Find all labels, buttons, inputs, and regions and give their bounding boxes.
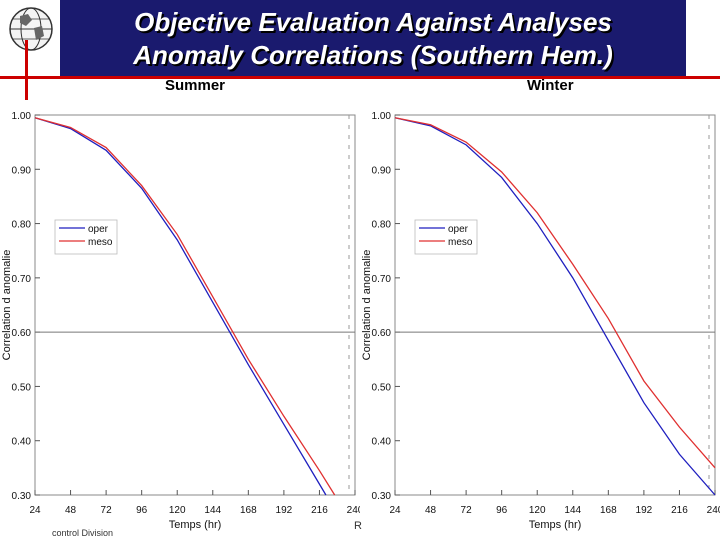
globe-logo-icon: [9, 7, 53, 51]
legend-label-oper: oper: [88, 224, 109, 235]
y-axis-label: Correlation d anomalie: [361, 250, 373, 361]
x-tick-label: 72: [461, 505, 473, 516]
series-line-meso: [394, 117, 716, 469]
x-tick-label: 144: [564, 505, 581, 516]
chart-summer: 0.30 0.40 0.50 0.60 0.70 0.80 0.90 1.00 24 48 72 96…: [1, 111, 360, 531]
y-tick-label: 0.40: [372, 437, 392, 448]
footer-division-text: control Division: [52, 528, 114, 538]
plot-area: [34, 114, 356, 496]
y-tick-label: 0.70: [12, 274, 32, 285]
series-line-oper: [394, 117, 716, 496]
y-tick-label: 0.80: [12, 220, 32, 231]
accent-rule-vertical: [25, 40, 28, 100]
y-tick-label: 1.00: [12, 111, 32, 122]
accent-rule: [0, 76, 720, 79]
x-tick-label: 120: [169, 505, 186, 516]
x-tick-label: 48: [65, 505, 77, 516]
y-tick-label: 0.40: [12, 437, 32, 448]
title-line-1: Objective Evaluation Against Analyses: [134, 7, 612, 37]
y-tick-label: 0.70: [372, 274, 392, 285]
legend-box: [54, 219, 118, 255]
title-line-2: Anomaly Correlations (Southern Hem.): [133, 40, 613, 70]
x-tick-label: 168: [600, 505, 617, 516]
x-tick-label: 72: [101, 505, 113, 516]
legend-label-meso: meso: [448, 237, 473, 248]
legend-label-oper: oper: [448, 224, 469, 235]
y-tick-label: 0.60: [12, 328, 32, 339]
legend-label-meso: meso: [88, 237, 113, 248]
panel-label-summer: Summer: [165, 77, 226, 94]
series-line-meso: [34, 117, 336, 496]
x-tick-label: 120: [529, 505, 546, 516]
y-tick-label: 0.50: [372, 382, 392, 393]
x-axis-label: Temps (hr): [529, 519, 582, 531]
y-tick-label: 0.60: [372, 328, 392, 339]
y-tick-label: 0.90: [372, 165, 392, 176]
y-tick-label: 0.30: [372, 491, 392, 502]
x-tick-label: 24: [29, 505, 41, 516]
x-tick-label: 192: [636, 505, 653, 516]
y-tick-label: 1.00: [372, 111, 392, 122]
plot-area: [394, 114, 716, 496]
x-tick-label: 144: [204, 505, 221, 516]
x-tick-label: 216: [311, 505, 328, 516]
x-tick-label: 24: [389, 505, 401, 516]
x-tick-label: 96: [136, 505, 148, 516]
chart-winter: 0.30 0.40 0.50 0.60 0.70 0.80 0.90 1.00 24 48 72 96…: [361, 111, 720, 531]
x-tick-label: 216: [671, 505, 688, 516]
y-axis-label: Correlation d anomalie: [1, 250, 13, 361]
slide-title: Objective Evaluation Against Analyses An…: [60, 6, 686, 72]
title-bar: [60, 0, 686, 76]
panel-label-winter: Winter: [527, 77, 574, 94]
y-tick-label: 0.90: [12, 165, 32, 176]
y-tick-label: 0.50: [12, 382, 32, 393]
series-line-oper: [34, 117, 327, 496]
x-tick-label: 96: [496, 505, 508, 516]
footer-fragment-text: R: [354, 520, 362, 532]
legend-box: [414, 219, 478, 255]
x-tick-label: 192: [276, 505, 293, 516]
x-tick-label: 240: [707, 505, 720, 516]
x-tick-label: 240: [347, 505, 360, 516]
y-tick-label: 0.30: [12, 491, 32, 502]
y-tick-label: 0.80: [372, 220, 392, 231]
x-axis-label: Temps (hr): [169, 519, 222, 531]
x-tick-label: 168: [240, 505, 257, 516]
x-tick-label: 48: [425, 505, 437, 516]
